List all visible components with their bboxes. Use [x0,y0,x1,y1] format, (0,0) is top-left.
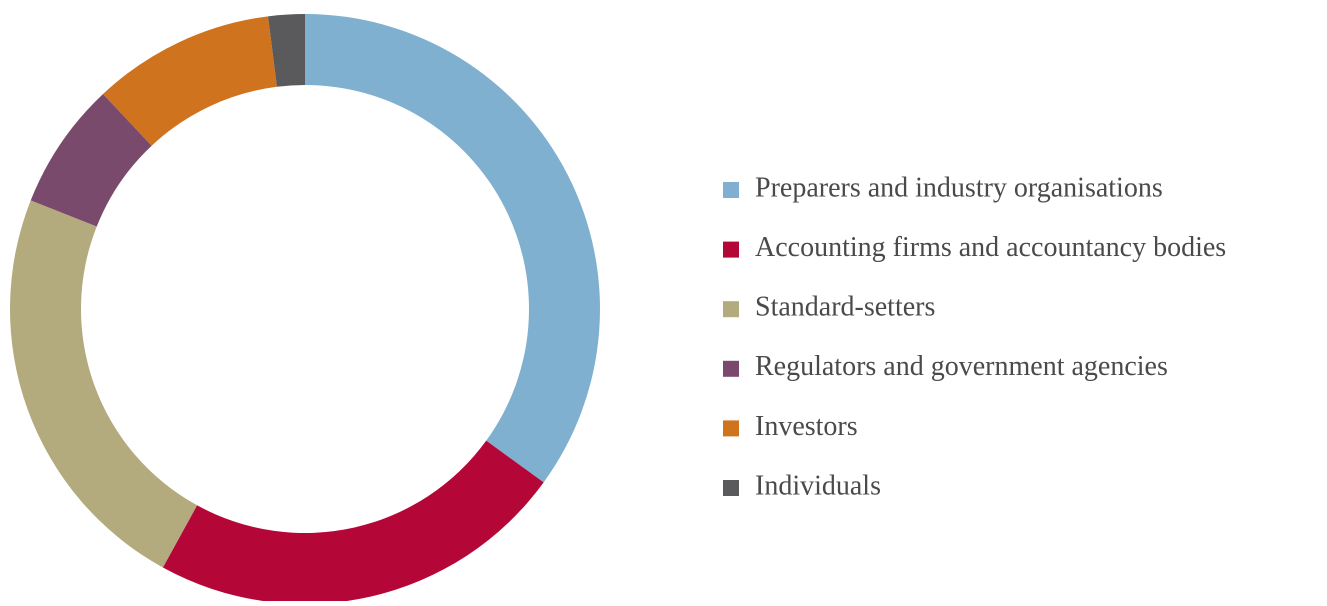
legend-label: Investors [755,411,858,442]
donut-segment [9,200,198,568]
donut-segment [30,93,152,227]
legend-label: Accounting firms and accountancy bodies [755,232,1226,263]
donut-segment [103,16,277,146]
legend-label: Standard-setters [755,292,935,323]
legend-swatch [723,301,739,318]
donut-segment [162,440,544,604]
legend-label: Individuals [755,470,881,501]
legend-swatch [723,480,739,496]
legend-swatch [723,182,739,198]
donut-segment [268,14,305,87]
legend-swatch [723,420,739,437]
legend-swatch [723,241,739,258]
legend-label: Preparers and industry organisations [755,172,1163,203]
legend-swatch [723,360,739,377]
legend-label: Regulators and government agencies [755,351,1168,382]
donut-segment [305,14,600,483]
